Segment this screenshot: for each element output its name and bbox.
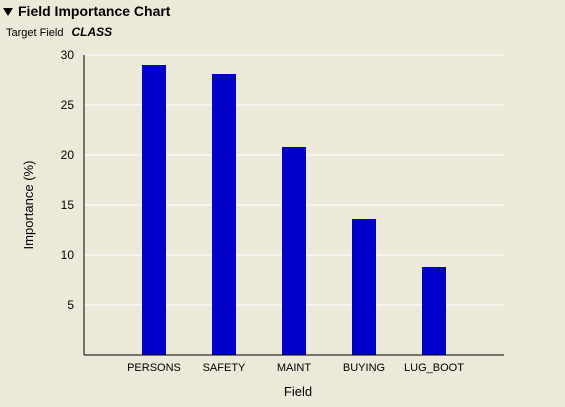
- target-field-row: Target Field CLASS: [6, 25, 112, 39]
- bar-lug-boot: [422, 267, 446, 355]
- x-tick-label: BUYING: [343, 362, 385, 374]
- x-tick-label: MAINT: [277, 362, 312, 374]
- x-axis-title: Field: [284, 384, 312, 399]
- panel-header: Field Importance Chart: [0, 0, 565, 22]
- x-tick-label: LUG_BOOT: [404, 362, 464, 374]
- axes: [83, 55, 504, 356]
- y-axis-title: Importance (%): [21, 161, 36, 250]
- bars: [142, 65, 446, 355]
- target-field-label: Target Field: [6, 27, 64, 39]
- y-tick-labels: 5 10 15 20 25 30: [61, 48, 75, 312]
- bar-buying: [352, 219, 376, 355]
- bar-safety: [212, 74, 236, 355]
- y-tick-label: 10: [61, 248, 75, 262]
- y-tick-label: 15: [61, 198, 75, 212]
- bar-maint: [282, 147, 306, 355]
- y-tick-label: 20: [61, 148, 75, 162]
- x-tick-label: SAFETY: [203, 362, 246, 374]
- collapse-triangle-icon[interactable]: [3, 8, 13, 16]
- x-tick-label: PERSONS: [127, 362, 181, 374]
- y-tick-label: 30: [61, 48, 75, 62]
- target-field-value: CLASS: [71, 25, 113, 39]
- bar-persons: [142, 65, 166, 355]
- y-tick-label: 5: [67, 298, 74, 312]
- x-tick-labels: PERSONS SAFETY MAINT BUYING LUG_BOOT: [127, 362, 464, 374]
- panel-title: Field Importance Chart: [18, 3, 171, 19]
- y-tick-label: 25: [61, 98, 75, 112]
